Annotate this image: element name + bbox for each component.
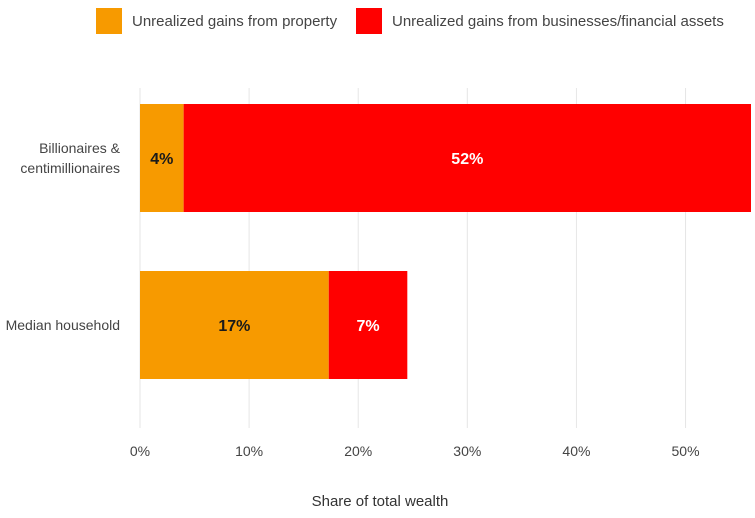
data-label: 7% [356, 318, 379, 335]
y-axis: Billionaires & centimillionaires Median ho… [6, 140, 121, 333]
data-label: 52% [451, 151, 483, 168]
x-axis: 0% 10% 20% 30% 40% 50% [130, 443, 700, 459]
legend-label: Unrealized gains from businesses/financi… [392, 13, 724, 30]
legend-swatch [96, 8, 122, 34]
x-tick-label: 40% [562, 443, 590, 459]
legend-swatch [356, 8, 382, 34]
x-axis-title: Share of total wealth [312, 493, 449, 510]
x-tick-label: 20% [344, 443, 372, 459]
category-label: Billionaires & centimillionaires [20, 140, 120, 176]
bar-segment [183, 104, 752, 212]
x-tick-label: 0% [130, 443, 150, 459]
x-tick-label: 10% [235, 443, 263, 459]
bar-labels: 4% 52% 17% 7% [150, 151, 483, 335]
bars [140, 104, 752, 379]
legend-item: Unrealized gains from property [96, 8, 338, 34]
legend-item: Unrealized gains from businesses/financi… [356, 8, 724, 34]
category-label: Median household [6, 317, 120, 333]
x-tick-label: 30% [453, 443, 481, 459]
bar-segment [328, 271, 408, 379]
data-label: 4% [150, 151, 173, 168]
legend: Unrealized gains from property Unrealized… [96, 8, 724, 34]
bar-segment [140, 104, 184, 212]
legend-label: Unrealized gains from property [132, 13, 338, 30]
data-label: 17% [218, 318, 250, 335]
x-tick-label: 50% [672, 443, 700, 459]
bar-segment [140, 271, 329, 379]
